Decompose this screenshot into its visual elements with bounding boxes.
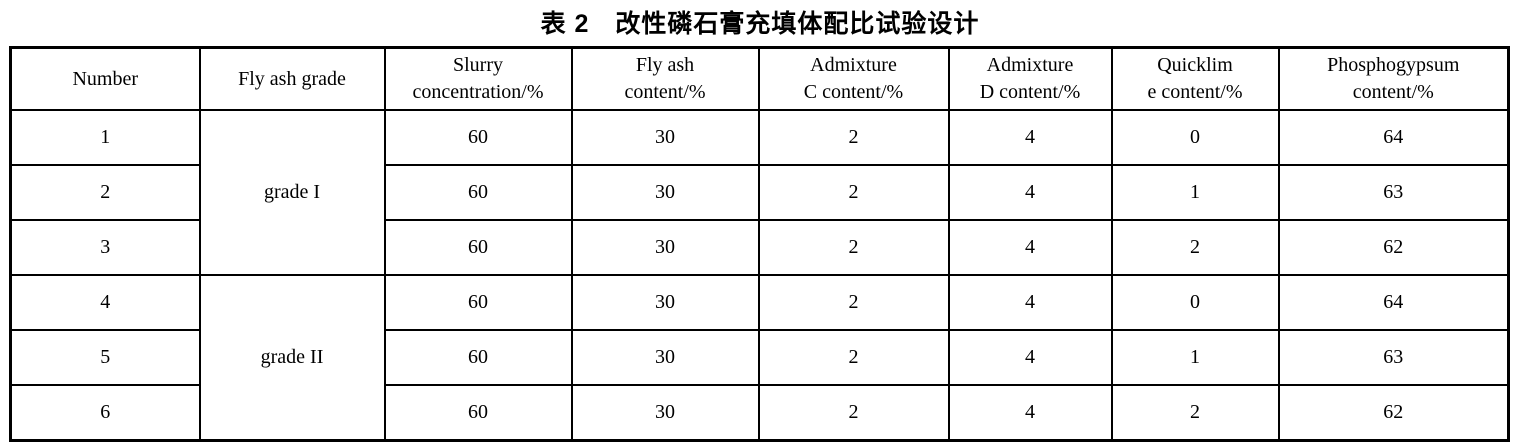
header-line: C content/%	[803, 81, 904, 103]
phosphogypsum-cell: 64	[1277, 274, 1510, 331]
header-line: Number	[72, 67, 139, 90]
header-cell-phosphogypsum: Phosphogypsum content/%	[1277, 46, 1510, 111]
header-line: Phosphogypsum	[1327, 54, 1460, 76]
grade-cell: grade II	[198, 274, 386, 442]
quicklime-cell: 2	[1110, 219, 1280, 276]
quicklime-cell: 0	[1110, 109, 1280, 166]
admixture-d-cell: 4	[947, 329, 1113, 386]
header-line: Fly ash	[635, 54, 695, 76]
fly-ash-cell: 30	[570, 219, 760, 276]
fly-ash-cell: 30	[570, 274, 760, 331]
fly-ash-cell: 30	[570, 384, 760, 442]
number-cell: 4	[9, 274, 201, 331]
table-row: 2 60 30 2 4 1 63	[9, 164, 1510, 221]
ratio-design-table: Number Fly ash grade Slurry concentratio…	[9, 46, 1510, 442]
header-line: D content/%	[979, 81, 1081, 103]
header-line: content/%	[624, 81, 706, 103]
slurry-cell: 60	[383, 164, 573, 221]
header-row: Number Fly ash grade Slurry concentratio…	[9, 46, 1510, 111]
table-header: Number Fly ash grade Slurry concentratio…	[9, 46, 1510, 111]
admixture-d-cell: 4	[947, 274, 1113, 331]
phosphogypsum-cell: 63	[1277, 329, 1510, 386]
header-line: Fly ash grade	[238, 67, 346, 90]
admixture-c-cell: 2	[757, 219, 950, 276]
admixture-d-cell: 4	[947, 219, 1113, 276]
table-row: 4 grade II 60 30 2 4 0 64	[9, 274, 1510, 442]
quicklime-cell: 1	[1110, 164, 1280, 221]
grade-cell: grade I	[198, 109, 386, 276]
header-cell-slurry-concentration: Slurry concentration/%	[383, 46, 573, 111]
table-row: 6 60 30 2 4 2 62	[9, 384, 1510, 442]
header-line: concentration/%	[412, 81, 544, 103]
fly-ash-cell: 30	[570, 329, 760, 386]
admixture-d-cell: 4	[947, 164, 1113, 221]
number-cell: 2	[9, 164, 201, 221]
header-cell-quicklime: Quicklim e content/%	[1110, 46, 1280, 111]
header-cell-admixture-c: Admixture C content/%	[757, 46, 950, 111]
fly-ash-cell: 30	[570, 164, 760, 221]
header-line: e content/%	[1147, 81, 1243, 103]
header-line: Admixture	[810, 54, 897, 76]
admixture-c-cell: 2	[757, 164, 950, 221]
fly-ash-cell: 30	[570, 109, 760, 166]
quicklime-cell: 0	[1110, 274, 1280, 331]
slurry-cell: 60	[383, 329, 573, 386]
slurry-cell: 60	[383, 384, 573, 442]
header-line: Admixture	[986, 54, 1074, 76]
number-cell: 1	[9, 109, 201, 166]
admixture-c-cell: 2	[757, 329, 950, 386]
slurry-cell: 60	[383, 109, 573, 166]
slurry-cell: 60	[383, 219, 573, 276]
phosphogypsum-cell: 62	[1277, 384, 1510, 442]
header-line: content/%	[1352, 81, 1434, 103]
slurry-cell: 60	[383, 274, 573, 331]
header-line: Slurry	[453, 54, 503, 76]
header-cell-fly-ash-content: Fly ash content/%	[570, 46, 760, 111]
admixture-c-cell: 2	[757, 384, 950, 442]
table-row: 1 grade I 60 30 2 4 0 64	[9, 109, 1510, 276]
admixture-d-cell: 4	[947, 109, 1113, 166]
table-row: 5 60 30 2 4 1 63	[9, 329, 1510, 386]
number-cell: 5	[9, 329, 201, 386]
phosphogypsum-cell: 64	[1277, 109, 1510, 166]
header-line: Quicklim	[1157, 54, 1233, 76]
table-body: 1 grade I 60 30 2 4 0 64 2 60 30 2 4 1 6…	[9, 109, 1510, 442]
number-cell: 3	[9, 219, 201, 276]
header-cell-admixture-d: Admixture D content/%	[947, 46, 1113, 111]
number-cell: 6	[9, 384, 201, 442]
table-row: 3 60 30 2 4 2 62	[9, 219, 1510, 276]
phosphogypsum-cell: 63	[1277, 164, 1510, 221]
phosphogypsum-cell: 62	[1277, 219, 1510, 276]
admixture-d-cell: 4	[947, 384, 1113, 442]
header-cell-number: Number	[9, 46, 201, 111]
header-cell-fly-ash-grade: Fly ash grade	[198, 46, 386, 111]
admixture-c-cell: 2	[757, 109, 950, 166]
table-title: 表 2 改性磷石膏充填体配比试验设计	[540, 10, 980, 38]
admixture-c-cell: 2	[757, 274, 950, 331]
quicklime-cell: 2	[1110, 384, 1280, 442]
quicklime-cell: 1	[1110, 329, 1280, 386]
